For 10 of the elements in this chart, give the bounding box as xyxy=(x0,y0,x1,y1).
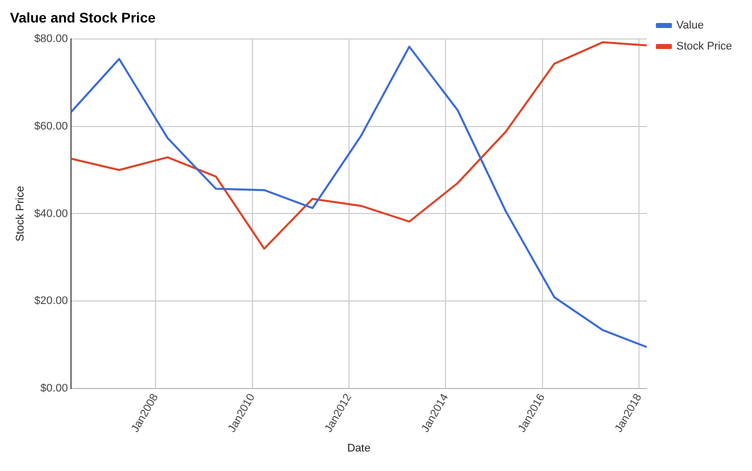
x-axis-title: Date xyxy=(347,442,370,454)
y-tick-label: $20.00 xyxy=(34,295,68,308)
legend-label: Stock Price xyxy=(676,40,732,53)
y-axis-title: Stock Price xyxy=(14,186,27,242)
y-tick-label: $0.00 xyxy=(40,382,68,395)
chart-title: Value and Stock Price xyxy=(10,9,156,26)
y-tick-label: $80.00 xyxy=(34,32,68,45)
y-tick-label: $40.00 xyxy=(34,208,68,220)
y-tick-label: $60.00 xyxy=(34,120,68,132)
legend-label: Value xyxy=(676,20,704,32)
